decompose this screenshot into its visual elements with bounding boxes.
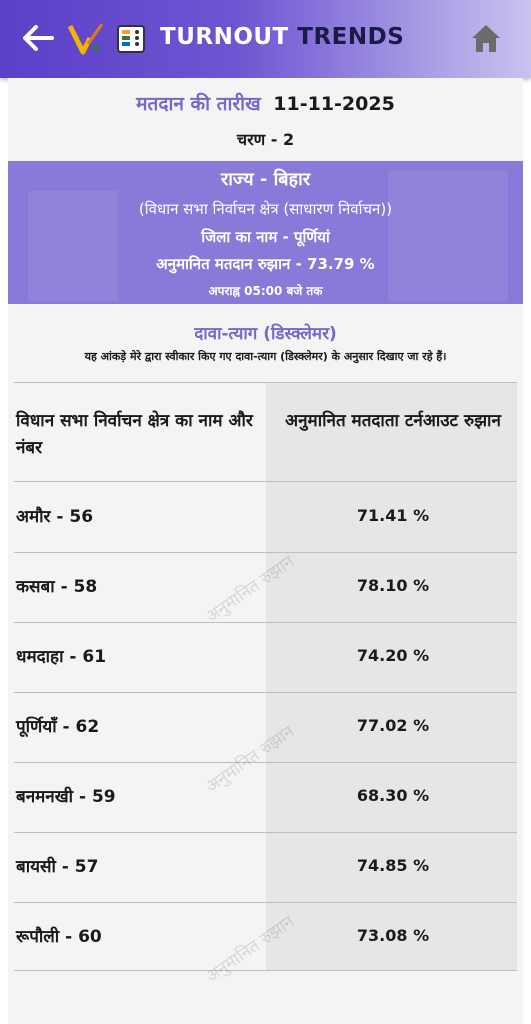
constituency-name: रूपौली - 60 (16, 927, 102, 947)
table-divider (14, 970, 517, 971)
constituency-name: पूर्णियाँ - 62 (16, 717, 100, 737)
table-row: पूर्णियाँ - 62 77.02 % (14, 692, 517, 762)
home-button[interactable] (466, 20, 506, 56)
turnout-value: 77.02 % (356, 716, 430, 735)
table-row: रूपौली - 60 73.08 % (14, 902, 517, 972)
table-divider (14, 552, 517, 553)
table-divider (14, 622, 517, 623)
title-part-2: TRENDS (297, 24, 405, 50)
turnout-value: 78.10 % (356, 576, 430, 595)
turnout-value: 74.85 % (356, 856, 430, 875)
table-divider (14, 832, 517, 833)
table-row: कसबा - 58 78.10 % (14, 552, 517, 622)
summary-banner: राज्य - बिहार (विधान सभा निर्वाचन क्षेत्… (8, 161, 523, 304)
screen-title: TURNOUT TRENDS (160, 24, 404, 50)
poll-date-label: मतदान की तारीख (136, 93, 261, 115)
table-row: धमदाहा - 61 74.20 % (14, 622, 517, 692)
column-header-turnout: अनुमानित मतदाता टर्नआउट रुझान (285, 411, 501, 431)
voting-machine-icon (114, 18, 150, 58)
table-divider (14, 902, 517, 903)
table-row: बनमनखी - 59 68.30 % (14, 762, 517, 832)
table-divider (14, 762, 517, 763)
turnout-value: 68.30 % (356, 786, 430, 805)
arrow-left-icon (23, 25, 54, 51)
table-divider (14, 382, 517, 383)
column-header-constituency: विधान सभा निर्वाचन क्षेत्र का नाम और नंब… (16, 411, 253, 458)
content-area: मतदान की तारीख 11-11-2025 चरण - 2 राज्य … (8, 78, 523, 1024)
constituency-type-label: (विधान सभा निर्वाचन क्षेत्र (साधारण निर्… (138, 200, 393, 218)
district-label: जिला का नाम - पूर्णियां (201, 228, 330, 246)
table-row: अमौर - 56 71.41 % (14, 482, 517, 552)
poll-date-line: मतदान की तारीख 11-11-2025 (8, 90, 523, 116)
state-label: राज्य - बिहार (220, 169, 311, 190)
poll-date-value: 11-11-2025 (273, 93, 395, 115)
turnout-value: 73.08 % (356, 926, 430, 945)
disclaimer-text: यह आंकड़े मेरे द्वारा स्वीकार किए गए दाव… (84, 350, 447, 363)
value-column-background (266, 382, 517, 971)
disclaimer-title: दावा-त्याग (डिस्क्लेमर) (194, 324, 337, 344)
constituency-name: कसबा - 58 (16, 577, 98, 597)
constituency-name: अमौर - 56 (16, 507, 94, 527)
time-label: अपराह्न 05:00 बजे तक (208, 284, 323, 298)
constituency-name: बनमनखी - 59 (16, 787, 116, 807)
turnout-value: 74.20 % (356, 646, 430, 665)
phase-label: चरण - 2 (236, 130, 295, 149)
home-icon (472, 25, 500, 52)
app-logo-icon (66, 18, 106, 58)
constituency-name: धमदाहा - 61 (16, 647, 107, 667)
estimated-turnout-label: अनुमानित मतदान रुझान - 73.79 % (156, 255, 375, 273)
table-row: बायसी - 57 74.85 % (14, 832, 517, 902)
table-divider (14, 481, 517, 482)
constituency-name: बायसी - 57 (16, 857, 99, 877)
title-part-1: TURNOUT (160, 24, 289, 50)
table-divider (14, 692, 517, 693)
turnout-value: 71.41 % (356, 506, 430, 525)
back-button[interactable] (18, 18, 58, 58)
turnout-table: विधान सभा निर्वाचन क्षेत्र का नाम और नंब… (14, 382, 517, 987)
app-bar: TURNOUT TRENDS (0, 0, 531, 78)
